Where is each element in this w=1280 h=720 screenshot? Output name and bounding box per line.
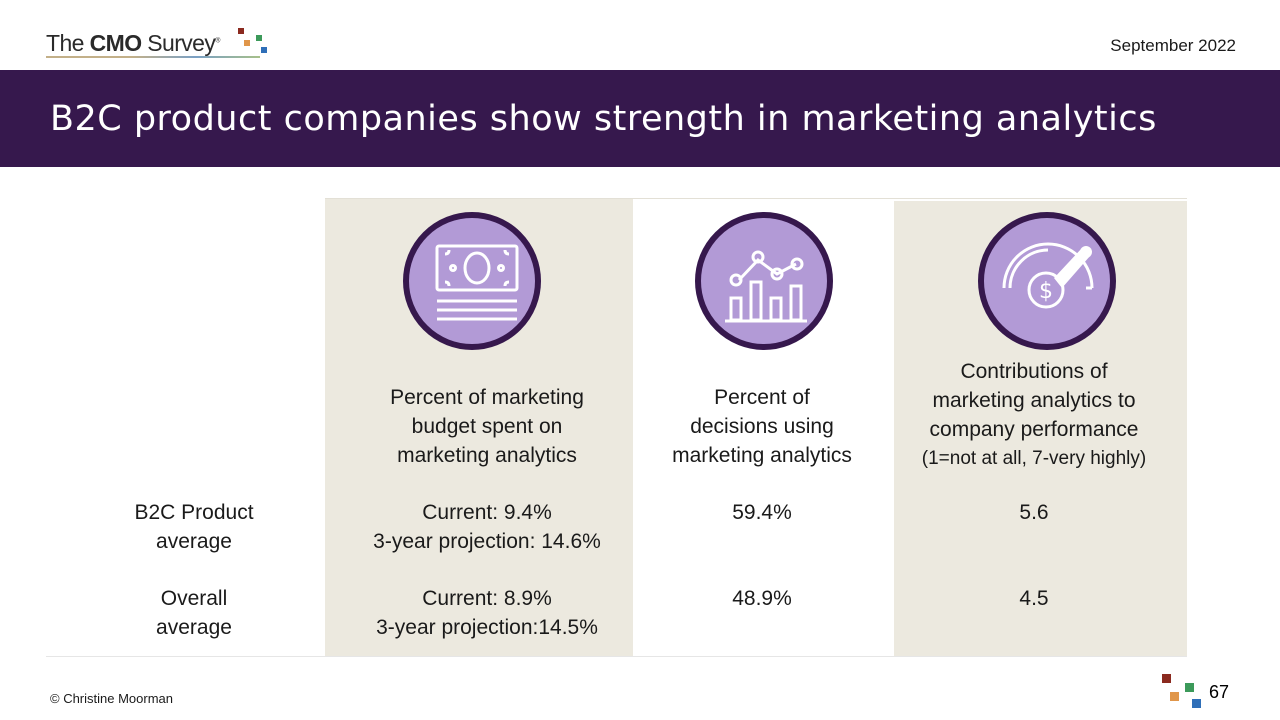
footer-square-red	[1162, 674, 1171, 683]
cmo-survey-logo: The CMO Survey®	[46, 28, 276, 60]
footer-square-orange	[1170, 692, 1179, 701]
cell-overall-budget: Current: 8.9% 3-year projection:14.5%	[337, 584, 637, 642]
cell-line: 3-year projection:14.5%	[376, 616, 598, 639]
column-header-line: budget spent on	[411, 415, 563, 438]
column-header-contribution: Contributions of marketing analytics to …	[894, 357, 1174, 473]
cell-overall-decisions: 48.9%	[732, 587, 792, 610]
svg-text:$: $	[1039, 279, 1053, 304]
analytics-chart-icon	[695, 212, 833, 350]
logo-registered-mark: ®	[215, 37, 220, 45]
cell-b2c-budget: Current: 9.4% 3-year projection: 14.6%	[337, 498, 637, 556]
logo-square-blue	[261, 47, 267, 53]
row-label-line: Overall	[160, 587, 228, 610]
row-label-line: B2C Product	[134, 501, 254, 524]
logo-prefix: The	[46, 30, 90, 56]
logo-bold: CMO	[89, 30, 142, 56]
column-header-line: company performance	[929, 418, 1139, 441]
money-bill-icon	[403, 212, 541, 350]
column-header-budget: Percent of marketing budget spent on mar…	[337, 383, 637, 470]
logo-square-orange	[244, 40, 250, 46]
column-header-line: marketing analytics to	[932, 389, 1136, 412]
report-date: September 2022	[1110, 36, 1236, 55]
slide-title: B2C product companies show strength in m…	[50, 99, 1157, 139]
copyright-text: © Christine Moorman	[50, 691, 174, 706]
column-header-line: marketing analytics	[672, 444, 852, 467]
column-header-line: Percent of marketing	[390, 386, 584, 409]
row-label-overall: Overall average	[94, 584, 294, 642]
logo-underline	[46, 56, 260, 58]
column-header-line: Contributions of	[960, 360, 1108, 383]
cell-b2c-decisions: 59.4%	[732, 501, 792, 524]
performance-gauge-icon: $	[978, 212, 1116, 350]
table-top-rule	[325, 198, 1187, 199]
column-header-line: marketing analytics	[397, 444, 577, 467]
cell-line: 3-year projection: 14.6%	[373, 530, 601, 553]
page-number: 67	[1209, 682, 1230, 702]
logo-wordmark: The CMO Survey®	[46, 30, 220, 57]
logo-square-red	[238, 28, 244, 34]
logo-square-green	[256, 35, 262, 41]
cell-line: Current: 9.4%	[422, 501, 552, 524]
column-header-line: decisions using	[690, 415, 834, 438]
footer-square-blue	[1192, 699, 1201, 708]
row-label-b2c-product: B2C Product average	[94, 498, 294, 556]
title-banner: B2C product companies show strength in m…	[0, 70, 1280, 167]
cell-overall-contribution: 4.5	[1019, 587, 1049, 610]
row-label-line: average	[156, 530, 232, 553]
logo-suffix: Survey	[141, 30, 216, 56]
column-header-decisions: Percent of decisions using marketing ana…	[632, 383, 892, 470]
column-header-scale-note: (1=not at all, 7-very highly)	[921, 448, 1147, 469]
cell-b2c-contribution: 5.6	[1019, 501, 1049, 524]
column-header-line: Percent of	[714, 386, 810, 409]
cell-line: Current: 8.9%	[422, 587, 552, 610]
footer-square-green	[1185, 683, 1194, 692]
row-label-line: average	[156, 616, 232, 639]
table-bottom-rule	[46, 656, 1187, 657]
